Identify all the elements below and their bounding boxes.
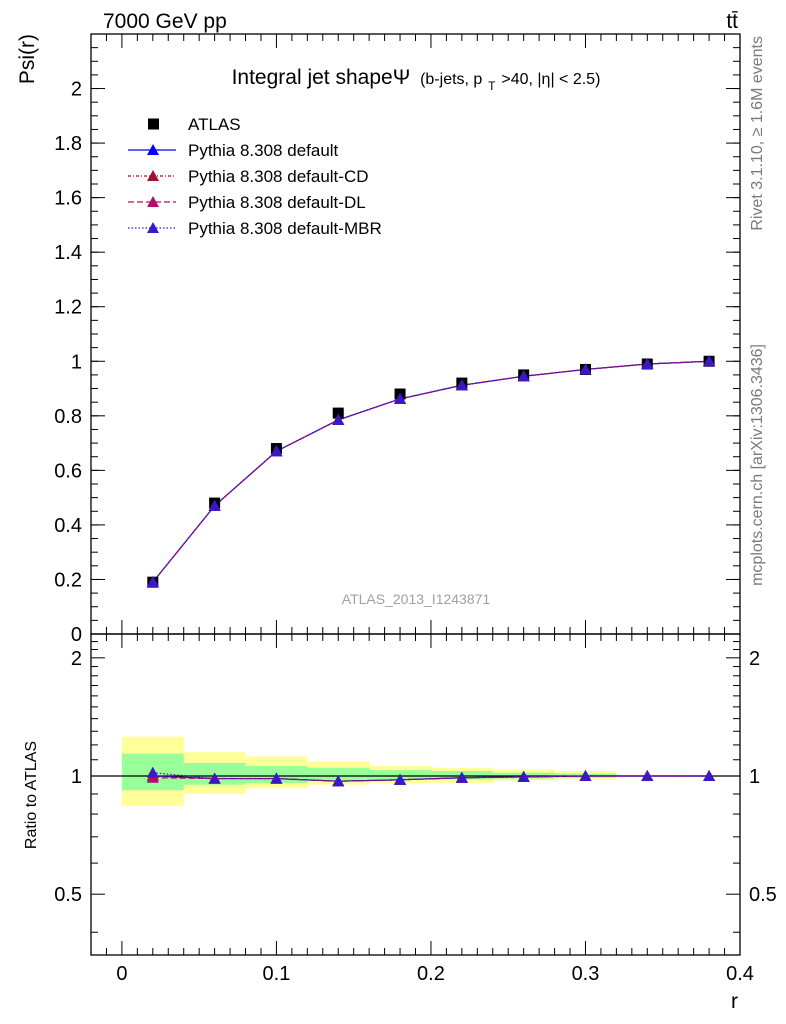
ratio-series-line — [152, 775, 710, 782]
legend-marker-triangle — [147, 170, 159, 181]
main-panel: Integral jet shapeΨ (b-jets, p T >40, |η… — [16, 33, 741, 646]
main-title-sub-T: T — [488, 79, 496, 93]
main-title-sub-post: >40, |η| < 2.5) — [501, 71, 600, 88]
series-line — [152, 360, 710, 583]
legend-marker-square — [148, 118, 159, 130]
ratio-data-point — [703, 770, 716, 782]
main-y-tick-label: 0.4 — [54, 515, 82, 537]
mc-data-point — [455, 379, 468, 391]
legend-marker-triangle — [147, 222, 159, 233]
ratio-data-point — [455, 771, 468, 783]
ratio-data — [146, 766, 716, 787]
x-tick-label: 0 — [116, 963, 127, 985]
ratio-data-point — [641, 770, 654, 782]
main-y-tick-label: 1.4 — [54, 242, 82, 264]
ratio-y-tick-label-right: 1 — [749, 766, 760, 788]
ratio-data-point — [146, 766, 159, 778]
legend-label: Pythia 8.308 default-DL — [188, 193, 366, 212]
main-y-tick-label: 1 — [71, 351, 82, 373]
legend-label: Pythia 8.308 default-MBR — [188, 219, 382, 238]
main-title-main: Integral jet shapeΨ — [232, 66, 411, 89]
legend-item: Pythia 8.308 default-CD — [128, 167, 369, 186]
ratio-y-tick-label-right: 0.5 — [749, 884, 777, 906]
main-y-tick-label: 2 — [71, 79, 82, 101]
energy-label: 7000 GeV pp — [103, 10, 227, 33]
ratio-data-point — [517, 770, 530, 782]
main-watermark: ATLAS_2013_I1243871 — [342, 591, 491, 607]
legend-item: ATLAS — [148, 115, 241, 134]
uncertainty-bands — [91, 736, 740, 806]
series-line — [152, 360, 710, 583]
main-title: Integral jet shapeΨ (b-jets, p T >40, |η… — [232, 66, 601, 95]
ratio-data-point — [394, 773, 407, 785]
main-y-tick-label: 0 — [71, 624, 82, 646]
mc-data-point — [208, 499, 221, 511]
ratio-data-point — [270, 772, 283, 784]
ratio-y-tick-label: 1 — [71, 766, 82, 788]
atlas-data-point — [332, 407, 344, 419]
ratio-data-point — [332, 775, 345, 787]
ratio-data-point — [579, 770, 592, 782]
mc-data-point — [703, 355, 716, 367]
x-tick-label: 0.3 — [572, 963, 600, 985]
process-label: tt̄ — [726, 10, 738, 33]
ratio-y-tick-label: 2 — [71, 648, 82, 670]
mc-data-point — [332, 413, 345, 425]
ratio-y-tick-label: 0.5 — [54, 884, 82, 906]
x-tick-label: 0.1 — [263, 963, 291, 985]
ratio-data-point — [208, 772, 221, 784]
legend: ATLAS Pythia 8.308 default Pythia 8.308 de… — [128, 115, 382, 238]
ratio-panel: Ratio to ATLAS 0.5 0.51 12 2 0 0.1 0.2 0.3 0.4 … — [23, 633, 777, 1013]
main-y-tick-label: 1.8 — [54, 133, 82, 155]
main-y-tick-label: 0.8 — [54, 406, 82, 428]
x-tick-label: 0.2 — [417, 963, 445, 985]
ratio-y-axis-label: Ratio to ATLAS — [23, 741, 40, 849]
legend-label: ATLAS — [188, 115, 241, 134]
ratio-y-ticks: 0.5 0.5 1 1 2 2 — [54, 641, 777, 933]
legend-marker-triangle — [147, 196, 159, 207]
main-y-tick-label: 0.2 — [54, 569, 82, 591]
ratio-y-tick-label-right: 2 — [749, 648, 760, 670]
mc-data-point — [146, 576, 159, 588]
rivet-label: Rivet 3.1.10, ≥ 1.6M events — [749, 36, 766, 231]
mc-data-point — [517, 370, 530, 382]
mc-data-point — [579, 363, 592, 375]
main-y-axis-label: Psi(r) — [16, 34, 39, 84]
mcplots-label: mcplots.cern.ch [arXiv:1306.3436] — [749, 344, 766, 586]
series-line — [152, 360, 710, 583]
legend-label: Pythia 8.308 default-CD — [188, 167, 369, 186]
legend-item: Pythia 8.308 default-MBR — [128, 219, 382, 238]
main-data — [146, 355, 716, 588]
mc-data-point — [641, 358, 654, 369]
legend-marker-triangle — [147, 144, 159, 155]
mc-data-point — [394, 392, 407, 404]
legend-item: Pythia 8.308 default — [128, 141, 339, 160]
main-y-tick-label: 1.2 — [54, 297, 82, 319]
legend-item: Pythia 8.308 default-DL — [128, 193, 366, 212]
ratio-frame — [90, 633, 741, 956]
series-line — [152, 360, 710, 583]
band-green — [307, 767, 370, 782]
main-y-tick-label: 1.6 — [54, 188, 82, 210]
x-axis-label: r — [731, 990, 738, 1013]
x-tick-label: 0.4 — [726, 963, 754, 985]
ratio-x-ticks: 0 0.1 0.2 0.3 0.4 — [90, 634, 754, 985]
main-y-tick-label: 0.6 — [54, 460, 82, 482]
main-y-ticks: 0 0.2 0.4 0.6 0.8 1 1.2 1.4 1.6 1.8 2 — [54, 33, 741, 646]
main-title-sub-pre: (b-jets, p — [420, 71, 482, 88]
legend-label: Pythia 8.308 default — [188, 141, 339, 160]
mc-data-point — [270, 445, 283, 457]
